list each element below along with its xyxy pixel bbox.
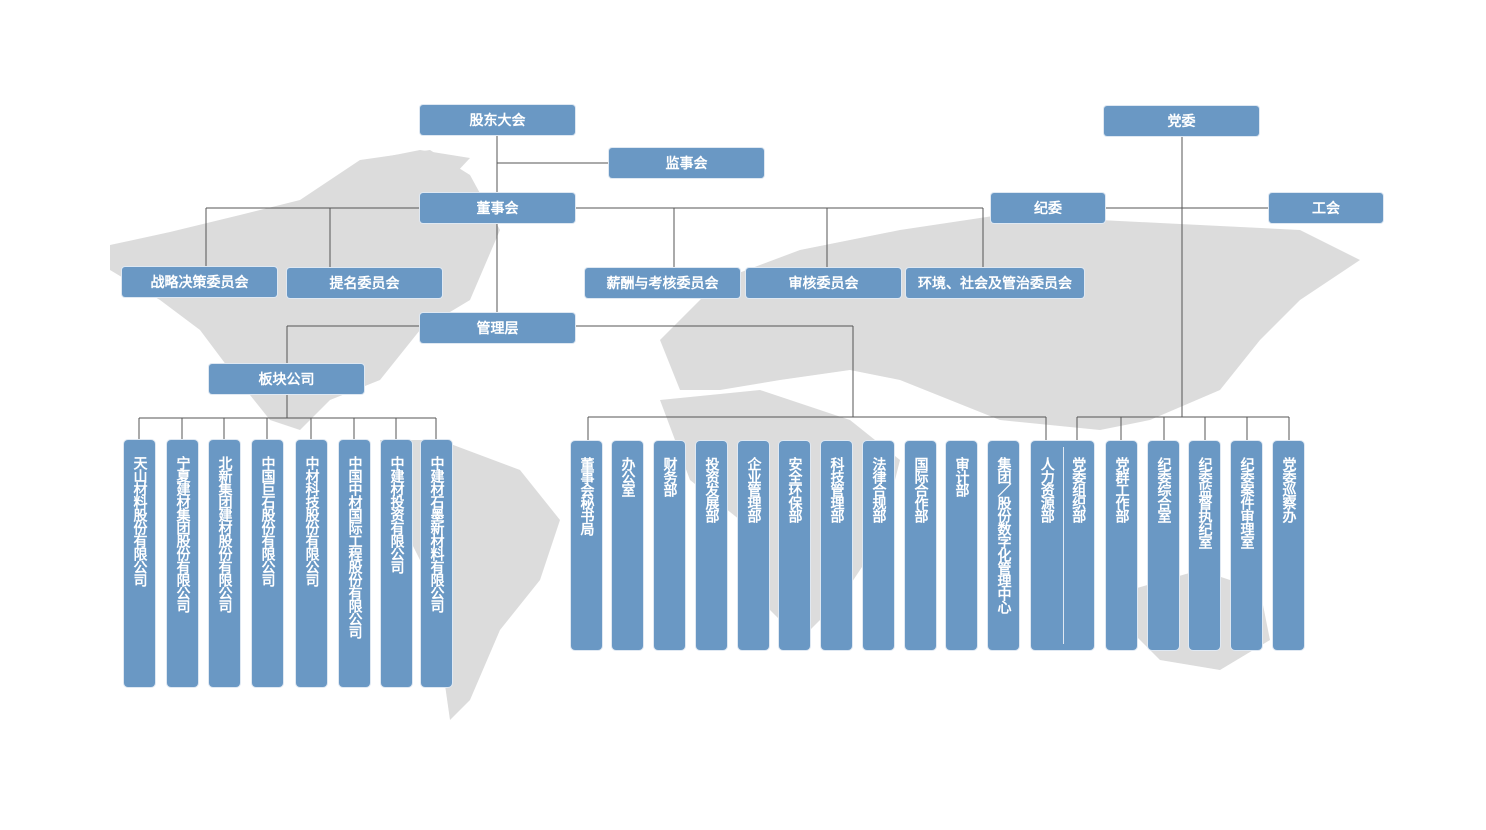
department-6: 科技管理部 bbox=[821, 441, 852, 650]
department-5: 安全环保部 bbox=[779, 441, 810, 650]
party-department-0: 党群工作部 bbox=[1106, 441, 1137, 650]
segment-company-3-label: 中国巨石股份有限公司 bbox=[259, 456, 276, 586]
segment-company-2: 北新集团建材股份有限公司 bbox=[209, 440, 240, 687]
department-9-label: 审计部 bbox=[953, 457, 970, 496]
management-box: 管理层 bbox=[420, 313, 575, 343]
segment-company-5: 中国中材国际工程股份有限公司 bbox=[339, 440, 370, 687]
department-5-label: 安全环保部 bbox=[786, 457, 803, 522]
map-greenland bbox=[370, 150, 470, 190]
party-department-3-label: 纪委案件审理室 bbox=[1238, 457, 1255, 548]
department-3: 投资发展部 bbox=[696, 441, 727, 650]
department-9: 审计部 bbox=[946, 441, 977, 650]
committee-strategy: 战略决策委员会 bbox=[122, 267, 277, 297]
committee-nomination: 提名委员会 bbox=[287, 268, 442, 298]
line-party bbox=[1076, 136, 1290, 441]
dept-hr-party-organization: 人力资源部 党委组织部 bbox=[1031, 441, 1094, 650]
department-1: 办公室 bbox=[612, 441, 643, 650]
dept-hr-label: 人力资源部 bbox=[1038, 457, 1055, 522]
segment-company-0: 天山材料股份有限公司 bbox=[124, 440, 155, 687]
party-department-1-label: 纪委综合室 bbox=[1155, 457, 1172, 522]
department-4: 企业管理部 bbox=[738, 441, 769, 650]
segment-company-3: 中国巨石股份有限公司 bbox=[252, 440, 283, 687]
department-7-label: 法律合规部 bbox=[870, 457, 887, 522]
divider bbox=[1062, 447, 1064, 644]
party-department-2: 纪委监督执纪室 bbox=[1189, 441, 1220, 650]
board-of-directors-box: 董事会 bbox=[420, 193, 575, 223]
supervisory-board-box: 监事会 bbox=[609, 148, 764, 178]
department-0: 董事会秘书局 bbox=[571, 441, 602, 650]
department-8: 国际合作部 bbox=[905, 441, 936, 650]
segment-company-7-label: 中建材石墨新材料有限公司 bbox=[428, 456, 445, 612]
line-board-committees bbox=[205, 207, 984, 268]
segment-company-4: 中材科技股份有限公司 bbox=[296, 440, 327, 687]
segment-company-5-label: 中国中材国际工程股份有限公司 bbox=[346, 456, 363, 638]
department-7: 法律合规部 bbox=[863, 441, 894, 650]
dept-party-organization-label: 党委组织部 bbox=[1070, 457, 1087, 522]
committee-remuneration: 薪酬与考核委员会 bbox=[585, 268, 740, 298]
segment-company-1-label: 宁夏建材集团股份有限公司 bbox=[174, 456, 191, 612]
department-0-label: 董事会秘书局 bbox=[578, 457, 595, 535]
department-1-label: 办公室 bbox=[619, 457, 636, 496]
segment-company-4-label: 中材科技股份有限公司 bbox=[303, 456, 320, 586]
segment-company-2-label: 北新集团建材股份有限公司 bbox=[216, 456, 233, 612]
line-segments bbox=[138, 394, 437, 440]
party-department-3: 纪委案件审理室 bbox=[1231, 441, 1262, 650]
line-shareholders-board bbox=[496, 135, 609, 193]
party-department-0-label: 党群工作部 bbox=[1113, 457, 1130, 522]
committee-audit: 审核委员会 bbox=[746, 268, 901, 298]
discipline-committee-box: 纪委 bbox=[991, 193, 1105, 223]
shareholders-meeting-box: 股东大会 bbox=[420, 105, 575, 135]
party-department-4-label: 党委巡察办 bbox=[1280, 457, 1297, 522]
party-department-2-label: 纪委监督执纪室 bbox=[1196, 457, 1213, 548]
party-department-1: 纪委综合室 bbox=[1148, 441, 1179, 650]
segment-companies-box: 板块公司 bbox=[209, 364, 364, 394]
department-10: 集团／股份数字化管理中心 bbox=[988, 441, 1019, 650]
department-10-label: 集团／股份数字化管理中心 bbox=[995, 457, 1012, 613]
segment-company-1: 宁夏建材集团股份有限公司 bbox=[167, 440, 198, 687]
party-department-4: 党委巡察办 bbox=[1273, 441, 1304, 650]
line-departments bbox=[587, 416, 1047, 441]
segment-company-0-label: 天山材料股份有限公司 bbox=[131, 456, 148, 586]
department-2: 财务部 bbox=[654, 441, 685, 650]
department-6-label: 科技管理部 bbox=[828, 457, 845, 522]
department-8-label: 国际合作部 bbox=[912, 457, 929, 522]
party-committee-box: 党委 bbox=[1104, 106, 1259, 136]
department-3-label: 投资发展部 bbox=[703, 457, 720, 522]
committee-esg: 环境、社会及管治委员会 bbox=[906, 268, 1084, 298]
department-2-label: 财务部 bbox=[661, 457, 678, 496]
segment-company-7: 中建材石墨新材料有限公司 bbox=[421, 440, 452, 687]
segment-company-6: 中建材投资有限公司 bbox=[381, 440, 412, 687]
segment-company-6-label: 中建材投资有限公司 bbox=[388, 456, 405, 573]
union-box: 工会 bbox=[1269, 193, 1383, 223]
department-4-label: 企业管理部 bbox=[745, 457, 762, 522]
